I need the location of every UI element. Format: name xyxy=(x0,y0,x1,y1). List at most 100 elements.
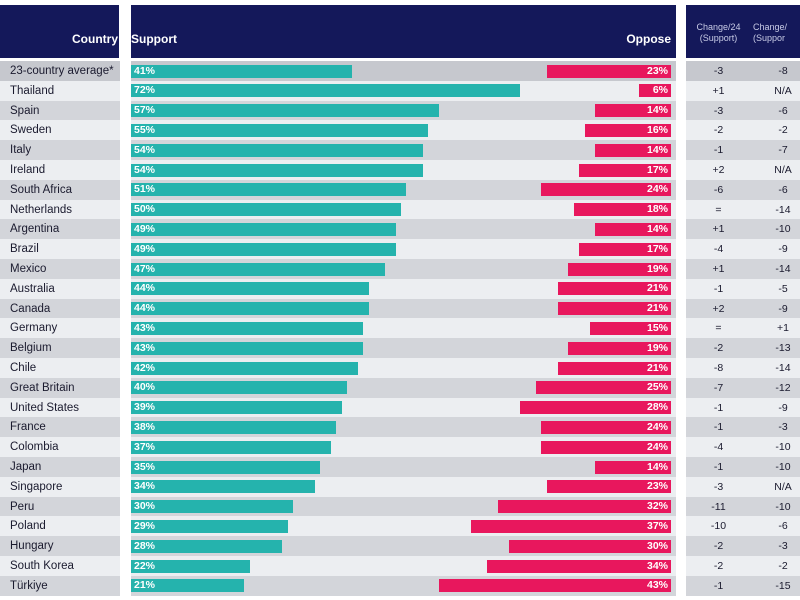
support-value-label: 39% xyxy=(134,401,156,414)
oppose-bar xyxy=(541,440,671,454)
header-change2-line1: Change/ xyxy=(753,22,788,32)
country-label: Brazil xyxy=(10,243,39,256)
change24-value: -1 xyxy=(713,401,724,414)
support-value-label: 44% xyxy=(134,282,156,295)
oppose-bar xyxy=(595,104,671,118)
oppose-value-label: 19% xyxy=(646,262,668,275)
oppose-value-label: 34% xyxy=(646,559,668,572)
support-value-label: 35% xyxy=(134,460,156,473)
oppose-bar xyxy=(546,480,671,494)
change2-value: -7 xyxy=(778,144,788,157)
change2-value: -10 xyxy=(775,223,791,236)
oppose-value-label: 24% xyxy=(646,420,668,433)
header-change24-band xyxy=(686,5,751,58)
oppose-bar xyxy=(595,460,671,474)
support-value-label: 38% xyxy=(134,420,156,433)
header-change24-line2: (Support) xyxy=(699,33,738,43)
oppose-value-label: 14% xyxy=(646,143,668,156)
country-label: Türkiye xyxy=(10,579,48,592)
oppose-value-label: 43% xyxy=(646,579,668,592)
oppose-value-label: 14% xyxy=(646,104,668,117)
support-value-label: 50% xyxy=(134,203,156,216)
change2-value: N/A xyxy=(774,164,792,176)
support-bar xyxy=(131,579,245,593)
support-value-label: 44% xyxy=(134,302,156,315)
change2-value: -10 xyxy=(775,441,791,454)
change2-value: -14 xyxy=(775,263,791,275)
oppose-value-label: 6% xyxy=(652,84,668,97)
oppose-bar xyxy=(638,84,671,98)
change24-value: +2 xyxy=(712,302,725,315)
oppose-bar xyxy=(536,381,671,395)
change24-value: -1 xyxy=(713,144,724,157)
header-country: Country xyxy=(72,32,118,46)
change2-value: -9 xyxy=(778,302,788,315)
change24-value: = xyxy=(715,203,722,216)
change2-value: -10 xyxy=(775,461,791,473)
change2-value: +1 xyxy=(777,322,789,335)
oppose-value-label: 30% xyxy=(646,539,668,552)
oppose-value-label: 17% xyxy=(646,242,668,255)
change24-value: +1 xyxy=(712,263,725,275)
support-value-label: 57% xyxy=(134,104,156,117)
oppose-value-label: 32% xyxy=(646,500,668,513)
support-bar xyxy=(131,242,396,256)
country-label: Canada xyxy=(10,302,51,315)
support-bar xyxy=(131,302,369,316)
oppose-value-label: 18% xyxy=(646,203,668,216)
change2-value: -12 xyxy=(775,381,791,394)
change24-value: -2 xyxy=(713,560,724,572)
support-bar xyxy=(131,163,423,177)
change2-value: -9 xyxy=(778,243,788,256)
change2-value: N/A xyxy=(774,84,792,97)
support-bar xyxy=(131,203,401,217)
support-value-label: 49% xyxy=(134,222,156,235)
change2-value: -6 xyxy=(778,183,788,196)
support-bar xyxy=(131,460,320,474)
change2-value: -2 xyxy=(778,560,788,572)
oppose-bar xyxy=(579,163,671,177)
support-bar xyxy=(131,480,315,494)
oppose-bar xyxy=(584,123,671,137)
support-value-label: 55% xyxy=(134,123,156,136)
oppose-bar xyxy=(557,361,671,375)
separator-left xyxy=(120,0,131,600)
change2-value: -2 xyxy=(778,124,788,137)
oppose-bar xyxy=(557,302,671,316)
country-label: Chile xyxy=(10,362,37,374)
support-value-label: 49% xyxy=(134,242,156,255)
oppose-bar xyxy=(541,420,671,434)
oppose-bar xyxy=(590,321,671,335)
country-label: Germany xyxy=(10,322,58,335)
oppose-value-label: 16% xyxy=(646,123,668,136)
oppose-value-label: 23% xyxy=(646,64,668,77)
support-bar xyxy=(131,539,283,553)
change2-value: -9 xyxy=(778,401,788,414)
support-bar xyxy=(131,143,423,157)
country-label: Peru xyxy=(10,500,35,513)
support-bar xyxy=(131,183,407,197)
change24-value: -4 xyxy=(713,243,724,256)
header-country-band xyxy=(0,5,119,58)
change24-value: -1 xyxy=(713,461,724,473)
oppose-value-label: 19% xyxy=(646,341,668,354)
change24-value: -10 xyxy=(710,520,727,533)
country-label: Spain xyxy=(10,104,40,117)
header-change2: Change/ (Suppor xyxy=(753,22,800,44)
support-bar xyxy=(131,361,358,375)
support-value-label: 28% xyxy=(134,539,156,552)
country-label: 23-country average* xyxy=(10,65,114,77)
oppose-bar xyxy=(519,401,671,415)
change2-value: -15 xyxy=(775,579,791,592)
change24-value: +2 xyxy=(712,164,725,176)
country-label: Italy xyxy=(10,144,32,157)
country-label: Great Britain xyxy=(10,381,75,394)
change24-value: -1 xyxy=(713,579,724,592)
support-bar xyxy=(131,519,288,533)
support-bar xyxy=(131,420,337,434)
oppose-bar xyxy=(595,143,671,157)
change2-value: -8 xyxy=(778,65,788,77)
support-bar xyxy=(131,64,353,78)
change24-value: -6 xyxy=(713,183,724,196)
oppose-value-label: 24% xyxy=(646,183,668,196)
